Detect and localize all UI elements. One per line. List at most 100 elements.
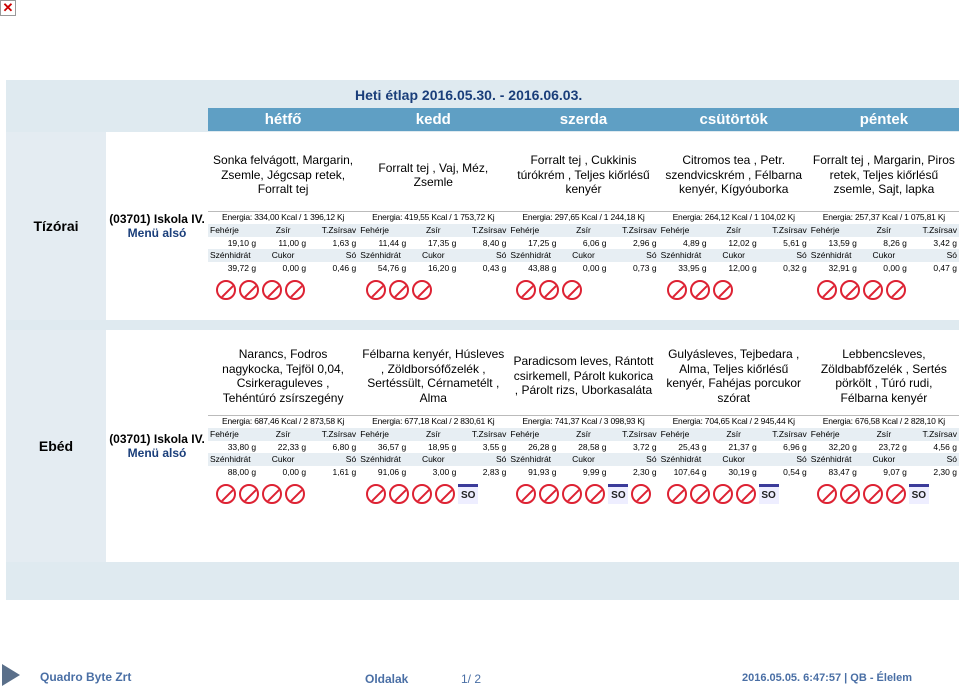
footer: Quadro Byte Zrt Oldalak 1/ 2 2016.05.05.… [0, 660, 959, 697]
allergen-celery-icon [885, 484, 906, 504]
nutrient-cell: 11,00 g [278, 237, 307, 248]
nutrient-cell: 1,63 g [332, 237, 357, 248]
nutrient-cell: 33,80 g [227, 441, 257, 452]
close-icon[interactable]: ✕ [0, 0, 16, 16]
dish-text: Forralt tej , Cukkinis túrókrém , Teljes… [517, 153, 650, 197]
allergen-egg-icon [666, 484, 687, 504]
energy-text: Energia: 419,55 Kcal / 1 753,72 Kj [358, 211, 509, 223]
nutrient-cell: 91,06 g [377, 466, 407, 477]
energy-text: Energia: 257,37 Kcal / 1 075,81 Kj [808, 211, 959, 223]
nutrient-cell: Szénhidrát [360, 250, 401, 260]
day-1: kedd [415, 111, 451, 128]
allergen-egg-icon [816, 484, 837, 504]
nutrient-labels-row: Szénhidrát Cukor Só [508, 249, 659, 262]
allergen-icons: SO [816, 484, 957, 506]
nutrient-cell: 6,80 g [332, 441, 357, 452]
nutrient-labels-row: Fehérje Zsír T.Zsírsav [658, 224, 809, 237]
menu-code: (03701) Iskola IV. Menü alsó [106, 132, 208, 320]
energy-text: Energia: 687,46 Kcal / 2 873,58 Kj [208, 415, 359, 427]
nutrient-cell: 32,20 g [828, 441, 857, 452]
allergen-milk2-icon [712, 280, 733, 300]
nutrient-values-row: 88,00 g 0,00 g 1,61 g [208, 466, 358, 479]
allergen-so2-icon: SO [908, 484, 929, 504]
nutrient-cell: 6,06 g [582, 237, 607, 248]
nutrient-cell: 12,02 g [728, 237, 757, 248]
nutrient-cell: T.Zsírsav [321, 429, 357, 439]
allergen-egg-icon [216, 484, 236, 504]
allergen-so2-icon: SO [458, 484, 479, 504]
allergen-milk-icon [689, 280, 710, 300]
nutrient-cell: Zsír [425, 429, 441, 439]
menu-line2: Menü alsó [127, 226, 187, 240]
dish-text: Forralt tej , Vaj, Méz, Zsemle [378, 160, 489, 190]
nutrient-cell: Cukor [421, 250, 445, 260]
nutrient-cell: T.Zsírsav [321, 225, 357, 235]
nutrient-values-row: 107,64 g 30,19 g 0,54 g [659, 466, 809, 479]
allergen-celery-icon [735, 484, 756, 504]
nutrient-cell: 28,58 g [578, 441, 607, 452]
day-header: hétfő kedd szerda csütörtök péntek [208, 108, 959, 131]
nutrient-cell: 17,25 g [528, 237, 557, 248]
nutrient-labels-row: Szénhidrát Cukor Só [208, 453, 359, 466]
nutrient-cell: T.Zsírsav [772, 429, 807, 439]
allergen-gluten-icon [262, 484, 282, 504]
day-menu-column: Forralt tej , Margarin, Piros retek, Tel… [808, 132, 959, 320]
nutrient-cell: Cukor [722, 454, 746, 464]
nutrient-cell: Fehérje [660, 429, 690, 439]
allergen-gluten-icon [366, 280, 387, 300]
allergen-milk-icon [389, 484, 410, 504]
allergen-milk-icon [239, 280, 259, 300]
day-0: hétfő [264, 111, 302, 128]
nutrient-cell: Só [646, 250, 657, 260]
energy-text: Energia: 741,37 Kcal / 3 098,93 Kj [508, 415, 659, 427]
page-label: Oldalak [365, 672, 409, 686]
nutrient-cell: 4,56 g [933, 441, 957, 452]
nutrient-values-row: 19,10 g 11,00 g 1,63 g [208, 237, 358, 250]
day-menu-column: Citromos tea , Petr. szendvicskrém , Fél… [658, 132, 809, 320]
nutrient-values-row: 11,44 g 17,35 g 8,40 g [358, 237, 508, 250]
nutrient-cell: Szénhidrát [210, 250, 251, 260]
nutrient-cell: Zsír [726, 429, 741, 439]
nutrient-values-row: 17,25 g 6,06 g 2,96 g [508, 237, 658, 250]
nutrient-cell: 0,00 g [582, 262, 607, 273]
nutrient-cell: 3,00 g [432, 466, 457, 477]
nutrient-labels-row: Szénhidrát Cukor Só [358, 453, 509, 466]
nutrient-cell: Zsír [425, 225, 441, 235]
nutrient-cell: 23,72 g [878, 441, 907, 452]
nutrient-values-row: 26,28 g 28,58 g 3,72 g [508, 441, 658, 454]
nutrient-values-row: 33,95 g 12,00 g 0,32 g [659, 262, 809, 275]
nutrient-cell: Fehérje [660, 225, 690, 235]
dish-text: Citromos tea , Petr. szendvicskrém , Fél… [665, 153, 803, 197]
energy-text: Energia: 676,58 Kcal / 2 828,10 Kj [808, 415, 959, 427]
allergen-icons [516, 280, 656, 302]
allergen-milk-icon [389, 280, 410, 300]
nutrient-cell: 39,72 g [227, 262, 257, 273]
nutrient-cell: 12,00 g [728, 262, 757, 273]
nutrient-values-row: 36,57 g 18,95 g 3,55 g [358, 441, 508, 454]
nutrient-cell: 19,10 g [227, 237, 257, 248]
nutrient-values-row: 91,06 g 3,00 g 2,83 g [358, 466, 508, 479]
nutrient-cell: 5,61 g [783, 237, 807, 248]
allergen-so2-icon: SO [608, 484, 629, 504]
allergen-icons [366, 280, 506, 302]
allergen-egg-icon [562, 484, 583, 504]
nutrient-cell: 18,95 g [427, 441, 457, 452]
nutrient-cell: Fehérje [360, 429, 390, 439]
energy-text: Energia: 297,65 Kcal / 1 244,18 Kj [508, 211, 659, 223]
nutrient-labels-row: Fehérje Zsír T.Zsírsav [808, 224, 959, 237]
nutrient-values-row: 39,72 g 0,00 g 0,46 g [208, 262, 358, 275]
nutrient-cell: 8,40 g [482, 237, 507, 248]
menu-line2: Menü alsó [127, 446, 187, 460]
allergen-egg-icon [216, 280, 236, 300]
nutrient-cell: Zsír [876, 429, 892, 439]
allergen-milk2-icon [885, 280, 906, 300]
allergen-gluten-icon [666, 280, 687, 300]
nutrient-cell: Szénhidrát [810, 454, 852, 464]
nutrient-cell: Só [495, 454, 507, 464]
allergen-milk-icon [516, 280, 537, 300]
allergen-milk-icon [839, 280, 860, 300]
nutrient-cell: 1,61 g [332, 466, 357, 477]
nutrient-cell: Szénhidrát [660, 250, 702, 260]
dish-text: Sonka felvágott, Margarin, Zsemle, Jégcs… [213, 153, 354, 197]
allergen-milk2-icon [562, 280, 583, 300]
